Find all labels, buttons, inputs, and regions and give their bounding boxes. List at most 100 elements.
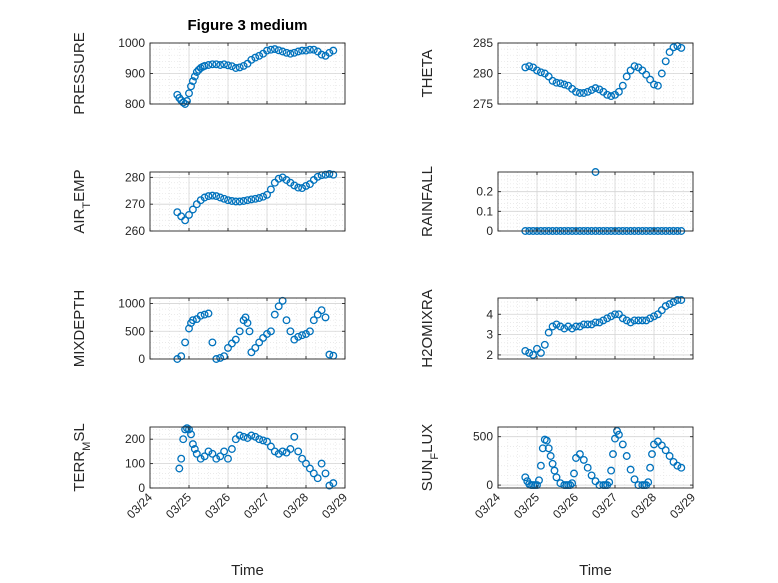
data-point	[247, 195, 256, 204]
data-point	[626, 318, 635, 327]
data-point	[313, 310, 322, 319]
data-point	[546, 452, 555, 460]
data-point	[224, 454, 232, 463]
data-point	[204, 192, 213, 201]
data-point	[536, 68, 545, 77]
data-point	[220, 60, 229, 69]
y-tick-label: 500	[125, 324, 145, 338]
data-point	[325, 169, 334, 178]
axes-box	[497, 171, 694, 232]
data-point	[544, 72, 553, 81]
data-point	[235, 327, 244, 336]
data-point	[192, 449, 201, 458]
data-point	[611, 310, 619, 319]
data-point	[278, 47, 287, 56]
data-point	[525, 348, 534, 357]
data-point	[677, 43, 686, 52]
y-tick-label: 280	[473, 67, 493, 81]
data-point	[669, 298, 678, 307]
data-point	[212, 60, 221, 69]
data-point	[575, 89, 584, 97]
data-point	[552, 320, 561, 329]
data-point	[255, 51, 264, 60]
data-point	[579, 455, 588, 464]
data-point	[575, 450, 584, 459]
data-point	[231, 64, 240, 72]
data-point	[208, 338, 217, 347]
data-point	[607, 466, 616, 475]
data-point	[605, 478, 614, 487]
data-point	[231, 197, 240, 206]
data-point	[313, 172, 322, 181]
data-point	[618, 314, 627, 323]
data-point	[188, 77, 197, 86]
y-axis-label: TERRMSL	[71, 423, 93, 491]
axes-box	[497, 426, 694, 489]
x-tick-label: 03/25	[511, 490, 542, 521]
data-point	[317, 50, 326, 59]
data-point	[247, 431, 256, 440]
data-point	[294, 332, 303, 341]
x-tick-label: 03/26	[202, 490, 233, 521]
data-point	[591, 84, 600, 93]
data-point	[185, 89, 193, 98]
data-point	[321, 469, 330, 478]
x-tick-label: 03/29	[319, 490, 350, 521]
data-point	[661, 57, 670, 66]
data-point	[200, 193, 209, 202]
subplot-pressure: 800 900 1000 PRESSURE Figure 3 medium	[71, 17, 346, 115]
data-point	[572, 322, 580, 331]
data-point	[282, 48, 291, 57]
data-point	[591, 318, 600, 327]
data-point	[243, 434, 252, 442]
y-axis-label: THETA	[419, 49, 436, 97]
subplot-terr-msl: 03/24 03/25 03/26 03/27 03/28 03/290100200TER…	[71, 423, 350, 579]
data-point	[290, 48, 299, 57]
data-point	[274, 174, 283, 183]
data-point	[583, 320, 592, 329]
y-tick-label: 1000	[118, 297, 145, 311]
data-point	[235, 197, 244, 206]
data-point	[544, 444, 553, 453]
data-point	[665, 452, 674, 460]
data-point	[286, 445, 295, 453]
y-axis-label: PRESSURE	[71, 32, 88, 115]
data-point	[190, 445, 199, 453]
data-point	[673, 461, 682, 470]
data-point	[245, 327, 254, 336]
data-point	[181, 216, 190, 225]
data-point	[665, 300, 674, 309]
y-tick-label: 900	[125, 67, 145, 81]
data-point	[298, 46, 307, 55]
data-point	[302, 46, 310, 55]
y-tick-label: 0	[138, 352, 145, 366]
data-point	[278, 296, 287, 305]
y-tick-label: 275	[473, 97, 493, 111]
data-point	[227, 62, 236, 71]
data-point	[185, 210, 193, 219]
data-point	[294, 447, 303, 456]
y-tick-label: 1000	[118, 36, 145, 50]
data-point	[224, 196, 232, 205]
data-point	[270, 310, 279, 319]
data-point	[638, 316, 647, 325]
data-point	[540, 340, 549, 349]
data-point	[564, 322, 573, 331]
data-point	[179, 435, 188, 444]
data-point	[657, 69, 666, 78]
data-point	[661, 302, 670, 311]
subplot-theta: 275 280 285 THETA	[419, 36, 694, 111]
data-point	[216, 353, 225, 362]
data-point	[646, 463, 655, 472]
y-tick-label: 0.2	[476, 185, 493, 199]
x-tick-label: 03/28	[280, 490, 311, 521]
data-point	[305, 464, 314, 473]
data-point	[290, 181, 299, 190]
data-point	[216, 452, 225, 461]
data-point	[286, 327, 295, 336]
data-point	[544, 328, 553, 337]
data-point	[274, 449, 283, 458]
data-point	[187, 430, 195, 439]
y-tick-label: 0	[138, 481, 145, 495]
data-point	[290, 432, 299, 441]
